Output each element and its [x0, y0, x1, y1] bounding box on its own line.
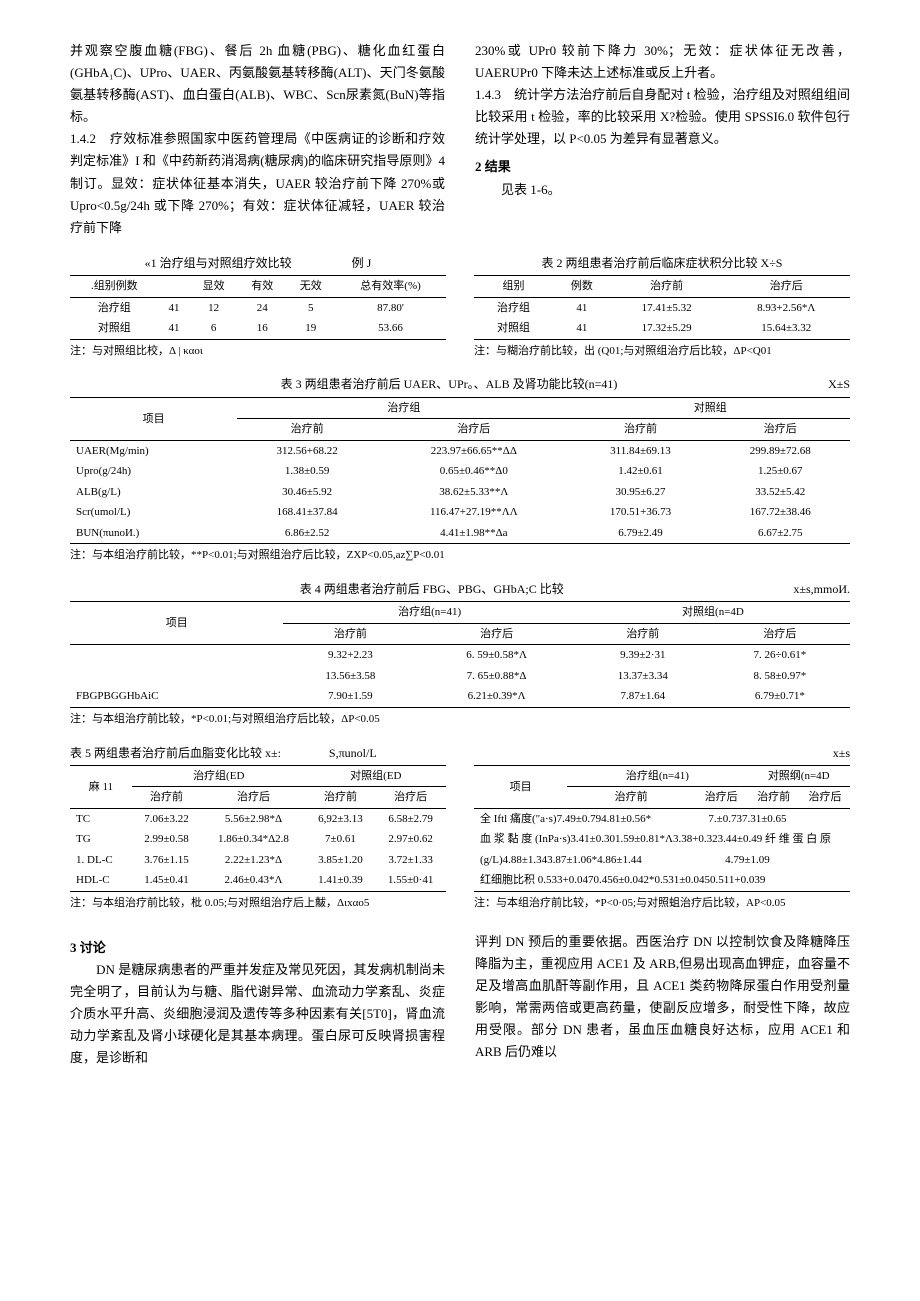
table-row: UAER(Mg/min)312.56+68.22223.97±66.65**ΔΔ… [70, 440, 850, 461]
table-row: TG2.99±0.581.86±0.34*Δ2.87±0.612.97±0.62 [70, 829, 446, 850]
t4-h2-3: 治疗前 [576, 623, 710, 645]
t1-h2: 显效 [189, 276, 238, 298]
t4-h2-2: 治疗后 [417, 623, 576, 645]
t4-caption-text: 表 4 两组患者治疗前后 FBG、PBG、GHbA;C 比较 [300, 582, 564, 596]
table-row: BUN(πunoИ.)6.86±2.524.41±1.98**Δa6.79±2.… [70, 523, 850, 544]
discussion-head: 3 讨论 [70, 937, 445, 959]
intro-columns: 并观察空腹血糖(FBG)、餐后 2h 血糖(PBG)、糖化血红蛋白(GHbA₁C… [70, 40, 850, 239]
t1-h3: 有效 [238, 276, 287, 298]
t4-h1-1: 治疗组(n=41) [283, 602, 575, 624]
table-4-wrap: 表 4 两组患者治疗前后 FBG、PBG、GHbA;C 比较 x±s,mmoИ.… [70, 579, 850, 729]
t1-caption: «1 治疗组与对照组疗效比较 例 J [70, 253, 446, 273]
t4-note: 注：与本组治疗前比较，*P<0.01;与对照组治疗后比较，ΔP<0.05 [70, 710, 850, 729]
table-row: Scr(umol/L)168.41±37.84116.47+27.19**ΛΛ1… [70, 502, 850, 523]
t1-note: 注：与对照组比校，Δ | καοι [70, 342, 446, 361]
t4-caption: 表 4 两组患者治疗前后 FBG、PBG、GHbA;C 比较 x±s,mmoИ. [70, 579, 850, 599]
t3-h1-2: 对照组 [571, 397, 850, 419]
table-row: (g/L)4.88±1.343.87±1.06*4.86±1.444.79±1.… [474, 850, 850, 871]
t2-note: 注：与糊治疗前比较，出 (Q01;与对照组治疗后比较，ΔP<Q01 [474, 342, 850, 361]
t6-h2-2: 治疗后 [695, 787, 747, 809]
t5-h2-3: 治疗前 [306, 787, 376, 809]
t5-note: 注：与本组治疗前比较，枇 0.05;与对照组治疗后上黻，Διxαο5 [70, 894, 446, 913]
t6-h1-0: 项目 [474, 765, 567, 808]
table-row: HDL-C1.45±0.412.46±0.43*Λ1.41±0.391.55±0… [70, 870, 446, 891]
table-3: 项目 治疗组 对照组 治疗前 治疗后 治疗前 治疗后 UAER(Mg/min)3… [70, 397, 850, 545]
table-row: 红细胞比积 0.533+0.0470.456±0.042*0.531±0.045… [474, 870, 850, 891]
table-row: TC7.06±3.225.56±2.98*Δ6,92±3.136.58±2.79 [70, 808, 446, 829]
discussion-left: DN 是糖尿病患者的严重并发症及常见死因，其发病机制尚未完全明了，目前认为与糖、… [70, 959, 445, 1069]
t5-h1-1: 治疗组(ED [132, 765, 306, 787]
t1-h5: 总有效率(%) [335, 276, 446, 298]
table-row: 对照组416161953.66 [70, 318, 446, 339]
t2-h3: 治疗后 [723, 276, 851, 298]
table-row: ALB(g/L)30.46±5.9238.62±5.33**Λ30.95±6.2… [70, 482, 850, 503]
table-row: 13.56±3.587. 65±0.88*Δ13.37±3.348. 58±0.… [70, 666, 850, 687]
table-2: 组别 例数 治疗前 治疗后 治疗组4117.41±5.328.93+2.56*Λ… [474, 275, 850, 340]
t3-h1-0: 项目 [70, 397, 237, 440]
t5-h2-1: 治疗前 [132, 787, 202, 809]
t3-h2-1: 治疗前 [237, 419, 377, 441]
t6-h2-4: 治疗后 [800, 787, 850, 809]
table-row: 1. DL-C3.76±1.152.22±1.23*Δ3.85±1.203.72… [70, 850, 446, 871]
t2-h2: 治疗前 [611, 276, 723, 298]
table-row: Upro(g/24h)1.38±0.590.65±0.46**Δ01.42±0.… [70, 461, 850, 482]
t4-h2-4: 治疗后 [710, 623, 850, 645]
t3-h2-4: 治疗后 [710, 419, 850, 441]
t6-h2-3: 治疗前 [747, 787, 800, 809]
table-row: 9.32+2.236. 59±0.58*Λ9.39±2·317. 26÷0.61… [70, 645, 850, 666]
t3-caption-text: 表 3 两组患者治疗前后 UAER、UPr。、ALB 及肾功能比较(n=41) [281, 377, 618, 391]
results-head: 2 结果 [475, 156, 850, 178]
t5-h1-3: 对照组(ED [306, 765, 446, 787]
t6-h2-1: 治疗前 [567, 787, 695, 809]
t3-caption: 表 3 两组患者治疗前后 UAER、UPr。、ALB 及肾功能比较(n=41) … [70, 374, 850, 394]
t5-h1-0: 麻 11 [70, 765, 132, 808]
para-143: 1.4.3 统计学方法治疗前后自身配对 t 检验，治疗组及对照组组间比较采用 t… [475, 84, 850, 150]
t1-h1 [159, 276, 190, 298]
discussion-columns: 3 讨论 DN 是糖尿病患者的严重并发症及常见死因，其发病机制尚未完全明了，目前… [70, 931, 850, 1070]
t3-note: 注：与本组治疗前比较，**P<0.01;与对照组治疗后比较，ZXP<0.05,a… [70, 546, 850, 565]
tables-5-6-row: 麻 11 治疗组(ED 对照组(ED 治疗前 治疗后 治疗前 治疗后 TC7.0… [70, 765, 850, 913]
t6-h1-1: 治疗组(n=41) [567, 765, 747, 787]
t6-note: 注：与本组治疗前比较，*P<0·05;与对照蛆治疗后比较，AP<0.05 [474, 894, 850, 913]
table-5: 麻 11 治疗组(ED 对照组(ED 治疗前 治疗后 治疗前 治疗后 TC7.0… [70, 765, 446, 892]
table-3-wrap: 表 3 两组患者治疗前后 UAER、UPr。、ALB 及肾功能比较(n=41) … [70, 374, 850, 565]
t5-h2-4: 治疗后 [375, 787, 446, 809]
t2-h0: 组别 [474, 276, 553, 298]
t1-h0: .组别例数 [70, 276, 159, 298]
t3-unit: X±S [828, 374, 850, 394]
para-left-1: 并观察空腹血糖(FBG)、餐后 2h 血糖(PBG)、糖化血红蛋白(GHbA₁C… [70, 40, 445, 128]
t3-h2-3: 治疗前 [571, 419, 711, 441]
table-6: 项目 治疗组(n=41) 对照纲(n=4D 治疗前 治疗后 治疗前 治疗后 全 … [474, 765, 850, 892]
t5-unit: x±s [833, 743, 850, 763]
t3-h1-1: 治疗组 [237, 397, 570, 419]
t4-unit: x±s,mmoИ. [793, 579, 850, 599]
t6-h1-3: 对照纲(n=4D [747, 765, 850, 787]
t5-caption-text: 表 5 两组患者治疗前后血脂变化比较 x±: S,πunol/L [70, 746, 377, 760]
table-row: FBGPBGGHbAiC7.90±1.596.21±0.39*Λ7.87±1.6… [70, 686, 850, 707]
tables-1-2-row: «1 治疗组与对照组疗效比较 例 J .组别例数 显效 有效 无效 总有效率(%… [70, 239, 850, 361]
table-1: .组别例数 显效 有效 无效 总有效率(%) 治疗组411224587.80' … [70, 275, 446, 340]
t2-h1: 例数 [553, 276, 611, 298]
t3-h2-2: 治疗后 [377, 419, 571, 441]
discussion-right: 评判 DN 预后的重要依据。西医治疗 DN 以控制饮食及降糖降压降脂为主，重视应… [475, 931, 850, 1064]
table-row: 对照组4117.32±5.2915.64±3.32 [474, 318, 850, 339]
para-right-1: 230%或 UPr0 较前下降力 30%；无效：症状体征无改善，UAERUPr0… [475, 40, 850, 84]
t5-caption: 表 5 两组患者治疗前后血脂变化比较 x±: S,πunol/L x±s [70, 743, 850, 763]
table-row: 治疗组4117.41±5.328.93+2.56*Λ [474, 297, 850, 318]
results-note: 见表 1-6。 [475, 179, 850, 201]
t1-h4: 无效 [287, 276, 336, 298]
t4-h1-2: 对照组(n=4D [576, 602, 850, 624]
table-4: 项目 治疗组(n=41) 对照组(n=4D 治疗前 治疗后 治疗前 治疗后 9.… [70, 601, 850, 708]
table-row: 治疗组411224587.80' [70, 297, 446, 318]
table-row: 血 浆 黏 度 (InPa·s)3.41±0.301.59±0.81*Λ3.38… [474, 829, 850, 850]
para-142: 1.4.2 疗效标准参照国家中医药管理局《中医病证的诊断和疗效判定标准》I 和《… [70, 128, 445, 238]
t4-h1-0: 项目 [70, 602, 283, 645]
t4-h2-1: 治疗前 [283, 623, 417, 645]
table-row: 全 Iftl 痛度("a·s)7.49±0.794.81±0.56*7.±0.7… [474, 808, 850, 829]
t5-h2-2: 治疗后 [201, 787, 305, 809]
t2-caption: 表 2 两组患者治疗前后临床症状积分比较 X÷S [474, 253, 850, 273]
